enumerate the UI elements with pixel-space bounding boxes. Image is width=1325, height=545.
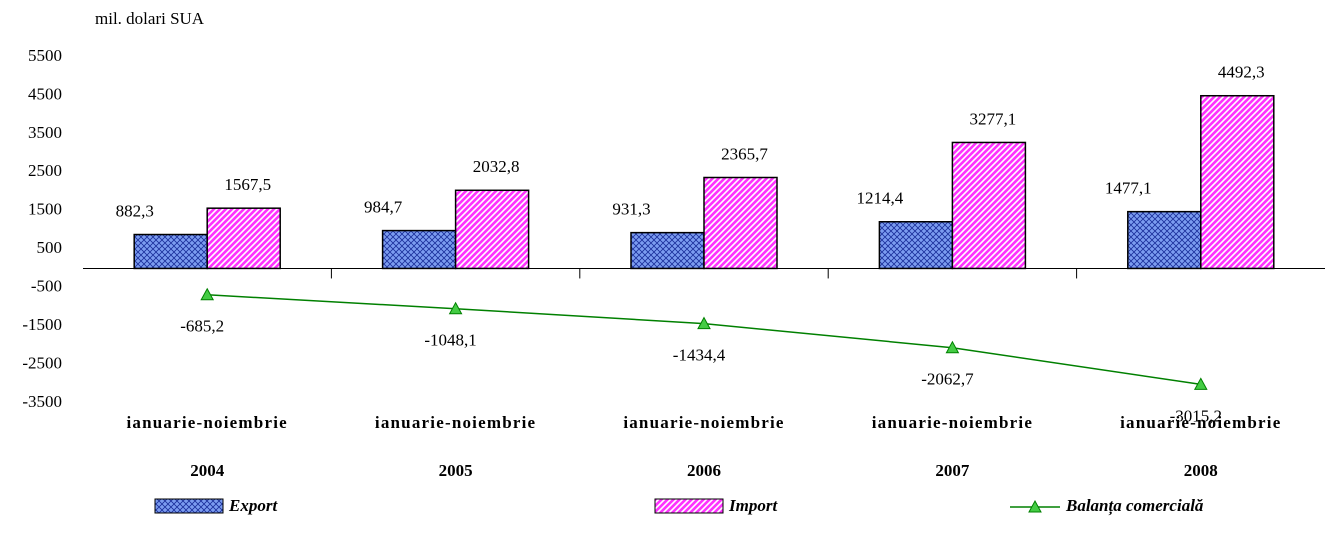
y-tick-label: -1500 [22,315,62,334]
data-label: -2062,7 [921,370,974,389]
x-tick-label: ianuarie-noiembrie [375,413,536,432]
x-tick-label: ianuarie-noiembrie [872,413,1033,432]
legend-marker [1028,499,1042,513]
data-label: 1214,4 [857,189,904,208]
y-tick-label: 4500 [28,84,62,103]
legend-label: Export [228,496,278,515]
y-tick-label: -2500 [22,353,62,372]
data-label: 931,3 [612,200,650,219]
y-tick-label: 500 [37,238,63,257]
y-tick-label: 5500 [28,46,62,65]
line-marker [697,316,711,330]
line-marker [200,287,215,301]
data-label: -685,2 [180,317,224,336]
line-marker [1193,377,1208,390]
data-label: 2365,7 [721,144,768,163]
data-label: 882,3 [116,201,154,220]
bar [951,141,1027,270]
data-label: 2032,8 [473,157,520,176]
bar [454,189,530,270]
line-marker [945,340,960,354]
bar [206,207,281,270]
data-label: 1567,5 [224,175,271,194]
bar [703,176,778,270]
line [207,294,1201,386]
data-label: 3277,1 [970,109,1017,128]
y-axis-label: mil. dolari SUA [95,9,205,28]
line-marker [448,301,463,315]
legend-label: Balanța comercială [1065,496,1204,516]
y-tick-label: 1500 [28,200,62,219]
legend-label: Import [728,496,778,515]
x-tick-label: ianuarie-noiembrie [1120,413,1281,432]
bar [1127,210,1202,270]
x-tick-label: 2008 [1184,461,1218,480]
x-tick-label: 2006 [687,461,721,480]
data-label: -1434,4 [673,345,726,364]
bar [1200,94,1275,270]
data-label: 1477,1 [1105,179,1152,198]
bar [878,221,954,270]
data-label: -3015,2 [1170,406,1222,425]
bar [630,231,705,270]
y-tick-label: 2500 [28,161,62,180]
x-tick-label: ianuarie-noiembrie [127,413,288,432]
data-label: -1048,1 [424,331,476,350]
bar [381,229,457,270]
x-tick-label: ianuarie-noiembrie [623,413,784,432]
legend-swatch [154,498,224,514]
data-label: 984,7 [364,197,403,216]
x-tick-label: 2005 [439,461,473,480]
y-tick-label: 3500 [28,123,62,142]
x-tick-label: 2004 [190,461,225,480]
legend-swatch [654,498,724,514]
bar [133,233,208,270]
data-label: 4492,3 [1218,63,1265,82]
y-tick-label: -3500 [22,392,62,411]
y-tick-label: -500 [31,277,62,296]
x-tick-label: 2007 [935,461,970,480]
